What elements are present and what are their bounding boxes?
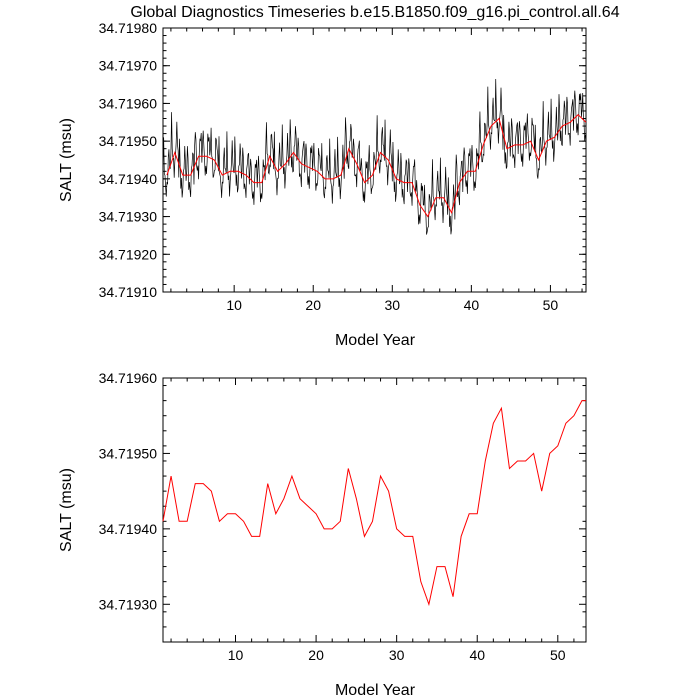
bottom-series-annual	[162, 400, 586, 607]
bottom-xtick-label: 20	[308, 647, 324, 663]
top-ytick-label: 34.71930	[99, 209, 158, 225]
bottom-panel: 34.71930 34.71940 34.71950 34.71960 10 20 30 40…	[58, 370, 587, 699]
top-ytick-label: 34.71970	[99, 58, 158, 74]
top-ytick-label: 34.71940	[99, 171, 158, 187]
bottom-xtick-label: 50	[550, 647, 566, 663]
top-ytick-label: 34.71920	[99, 246, 158, 262]
figure-title: Global Diagnostics Timeseries b.e15.B185…	[130, 4, 619, 21]
top-series-annual	[166, 114, 587, 218]
top-panel: 34.71910 34.71920 34.71930 34.71940 34.71950…	[58, 20, 587, 349]
top-xtick-label: 20	[305, 297, 321, 313]
top-xtick-label: 50	[543, 297, 559, 313]
top-x-axis-label: Model Year	[335, 332, 416, 349]
bottom-series	[162, 400, 586, 607]
top-ticks: 34.71910 34.71920 34.71930 34.71940 34.71950…	[99, 20, 586, 313]
bottom-ytick-label: 34.71930	[99, 596, 158, 612]
top-ytick-label: 34.71960	[99, 95, 158, 111]
top-xtick-label: 10	[226, 297, 242, 313]
top-series-monthly	[162, 78, 587, 235]
top-ytick-label: 34.71950	[99, 133, 158, 149]
bottom-ytick-label: 34.71940	[99, 521, 158, 537]
bottom-xtick-label: 10	[228, 647, 244, 663]
top-series	[162, 78, 587, 235]
bottom-xtick-label: 30	[389, 647, 405, 663]
bottom-ytick-label: 34.71950	[99, 445, 158, 461]
bottom-xtick-label: 40	[469, 647, 485, 663]
bottom-x-axis-label: Model Year	[335, 682, 416, 699]
bottom-ytick-label: 34.71960	[99, 370, 158, 386]
bottom-plot-frame	[162, 377, 587, 643]
top-xtick-label: 30	[385, 297, 401, 313]
top-ytick-label: 34.71980	[99, 20, 158, 36]
bottom-y-axis-label: SALT (msu)	[58, 468, 75, 552]
top-y-axis-label: SALT (msu)	[58, 118, 75, 202]
top-ytick-label: 34.71910	[99, 284, 158, 300]
bottom-ticks: 34.71930 34.71940 34.71950 34.71960 10 20 30 40…	[99, 370, 586, 663]
top-xtick-label: 40	[464, 297, 480, 313]
